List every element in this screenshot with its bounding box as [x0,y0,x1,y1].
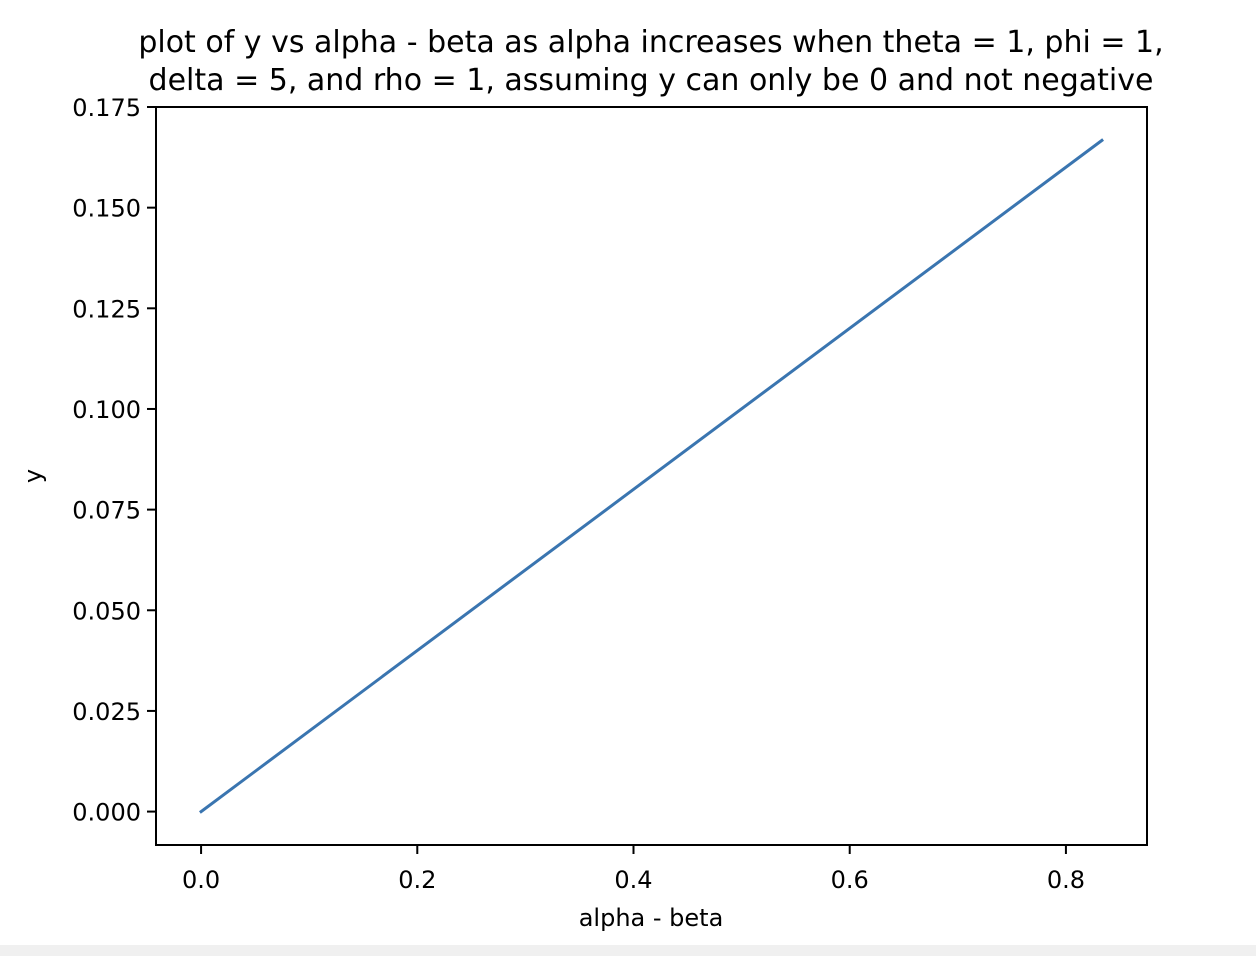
plot-area-frame [155,106,1148,846]
x-tick-label: 0.6 [831,866,869,894]
x-tick-label: 0.0 [182,866,220,894]
y-tick-label: 0.050 [72,597,141,625]
window-bottom-edge [0,945,1256,956]
y-tick-label: 0.000 [72,799,141,827]
x-tick-label: 0.8 [1047,866,1085,894]
series-layer [199,138,1104,814]
x-axis-label: alpha - beta [579,904,724,932]
y-tick-label: 0.025 [72,698,141,726]
series-line [199,138,1104,814]
y-tick-label: 0.175 [72,94,141,122]
y-tick-label: 0.125 [72,295,141,323]
y-tick-label: 0.150 [72,195,141,223]
y-axis-label: y [19,469,47,483]
x-tick-label: 0.2 [398,866,436,894]
x-axis-ticks: 0.0 0.2 0.4 0.6 0.8 [182,845,1085,894]
chart-title-line-2: delta = 5, and rho = 1, assuming y can o… [149,63,1154,98]
y-tick-label: 0.100 [72,396,141,424]
chart-title-line-1: plot of y vs alpha - beta as alpha incre… [138,25,1163,60]
y-tick-label: 0.075 [72,497,141,525]
x-tick-label: 0.4 [614,866,652,894]
y-axis-ticks: 0.000 0.025 0.050 0.075 0.100 0.125 0.150 0.175 [72,94,156,827]
